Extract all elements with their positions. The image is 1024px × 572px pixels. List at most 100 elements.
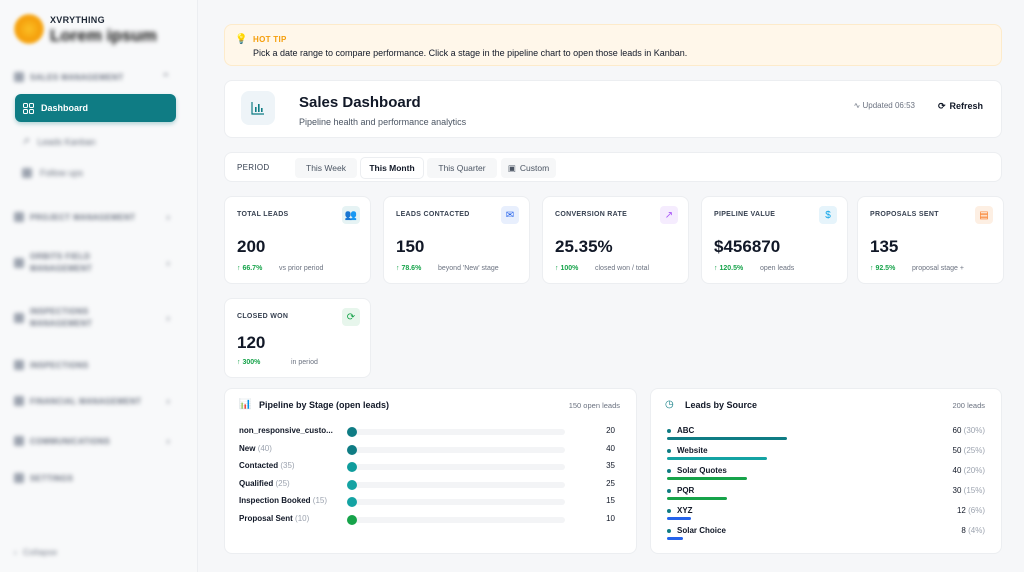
source-row[interactable]: ABC 60 (30%) bbox=[665, 425, 985, 445]
source-bar bbox=[667, 497, 727, 500]
activity-icon: ∿ bbox=[853, 101, 863, 110]
refresh-icon: ⟳ bbox=[937, 100, 946, 111]
hot-tip-banner: 💡 HOT TIP Pick a date range to compare p… bbox=[224, 24, 1002, 66]
mail-icon: ✉ bbox=[501, 206, 519, 224]
calendar-icon bbox=[22, 168, 32, 178]
check-icon bbox=[14, 360, 24, 370]
sidebar-section-inspections[interactable]: INSPECTIONS bbox=[14, 356, 170, 374]
sidebar-section-sales[interactable]: SALES MANAGEMENT ⌃ bbox=[14, 68, 170, 86]
source-value: 30 (15%) bbox=[952, 486, 985, 495]
stage-name: Qualified (25) bbox=[239, 478, 290, 488]
sidebar-item-dashboard[interactable]: Dashboard bbox=[15, 94, 176, 122]
kpi-value: 200 bbox=[237, 237, 266, 256]
source-bar bbox=[667, 457, 767, 460]
source-name: Solar Quotes bbox=[677, 466, 727, 475]
collapse-button[interactable]: ‹ Collapse bbox=[14, 547, 58, 557]
source-bar bbox=[667, 437, 787, 440]
source-name: Website bbox=[677, 446, 708, 455]
kpi-conversion-rate[interactable]: CONVERSION RATE ↗ 25.35% ↑ 100% closed w… bbox=[542, 196, 689, 284]
kpi-value: 135 bbox=[870, 237, 899, 256]
kpi-delta: ↑ 100% bbox=[555, 265, 579, 272]
stage-value: 35 bbox=[606, 461, 615, 470]
stage-dot bbox=[347, 497, 357, 507]
pipeline-stage-row[interactable]: Contacted (35) 35 bbox=[239, 460, 631, 474]
kpi-value: $456870 bbox=[714, 237, 781, 256]
source-bar bbox=[667, 477, 747, 480]
sidebar-section-orbits[interactable]: ORBITS FIELD MANAGEMENT › bbox=[14, 250, 170, 276]
kpi-closed-won[interactable]: CLOSED WON ⟳ 120 ↑ 300% in period bbox=[224, 298, 371, 378]
kpi-leads-contacted[interactable]: LEADS CONTACTED ✉ 150 ↑ 78.6% beyond 'Ne… bbox=[383, 196, 530, 284]
chevron-right-icon: › bbox=[166, 396, 170, 406]
source-row[interactable]: Solar Choice 8 (4%) bbox=[665, 525, 985, 545]
kpi-delta: ↑ 66.7% bbox=[237, 265, 263, 272]
source-bullet bbox=[667, 469, 671, 473]
tools-icon bbox=[14, 313, 24, 323]
source-value: 8 (4%) bbox=[961, 526, 985, 535]
chevron-right-icon: › bbox=[166, 436, 170, 446]
refresh-button[interactable]: ⟳ Refresh bbox=[937, 100, 983, 112]
sidebar-section-inspections-mgmt[interactable]: INSPECTIONS MANAGEMENT › bbox=[14, 305, 170, 331]
source-row[interactable]: XYZ 12 (6%) bbox=[665, 505, 985, 525]
period-custom[interactable]: ▣ Custom bbox=[501, 158, 556, 178]
kpi-total-leads[interactable]: TOTAL LEADS 👥 200 ↑ 66.7% vs prior perio… bbox=[224, 196, 371, 284]
sidebar: XVRYTHING Lorem ipsum SALES MANAGEMENT ⌃… bbox=[0, 0, 198, 572]
source-bullet bbox=[667, 489, 671, 493]
source-row[interactable]: Website 50 (25%) bbox=[665, 445, 985, 465]
kpi-label: PROPOSALS SENT bbox=[870, 211, 939, 218]
sidebar-item-follow-ups[interactable]: Follow ups bbox=[22, 168, 83, 178]
period-this-quarter[interactable]: This Quarter bbox=[427, 158, 497, 178]
stage-track bbox=[355, 464, 565, 470]
wallet-icon bbox=[14, 396, 24, 406]
stage-dot bbox=[347, 479, 357, 490]
trend-icon: ↗ bbox=[22, 136, 30, 146]
pipeline-stage-row[interactable]: Proposal Sent (10) 10 bbox=[239, 513, 631, 527]
period-this-week[interactable]: This Week bbox=[295, 158, 357, 178]
stage-name: New (40) bbox=[239, 443, 272, 453]
pipeline-stage-row[interactable]: New (40) 40 bbox=[239, 443, 631, 457]
stage-dot bbox=[347, 427, 357, 437]
kpi-proposals-sent[interactable]: PROPOSALS SENT ▤ 135 ↑ 92.5% proposal st… bbox=[857, 196, 1004, 284]
period-selector: PERIOD This Week This Month This Quarter… bbox=[224, 152, 1002, 182]
sidebar-section-settings[interactable]: SETTINGS bbox=[14, 469, 170, 487]
source-row[interactable]: Solar Quotes 40 (20%) bbox=[665, 465, 985, 485]
page-title: Sales Dashboard bbox=[299, 94, 421, 111]
users-icon: 👥 bbox=[342, 206, 360, 224]
source-value: 40 (20%) bbox=[952, 466, 985, 475]
stage-value: 10 bbox=[606, 513, 615, 523]
source-bullet bbox=[667, 529, 671, 533]
kpi-pipeline-value[interactable]: PIPELINE VALUE $ $456870 ↑ 120.5% open l… bbox=[701, 196, 848, 284]
tip-text: Pick a date range to compare performance… bbox=[253, 48, 688, 58]
stage-name: Contacted (35) bbox=[239, 461, 295, 470]
kpi-note: closed won / total bbox=[595, 265, 650, 272]
source-name: Solar Choice bbox=[677, 526, 726, 535]
bar-chart-icon bbox=[241, 91, 275, 125]
sidebar-item-leads-kanban[interactable]: ↗ Leads Kanban bbox=[22, 136, 96, 147]
sidebar-section-communications[interactable]: COMMUNICATIONS › bbox=[14, 432, 170, 450]
sidebar-section-project[interactable]: PROJECT MANAGEMENT › bbox=[14, 208, 170, 226]
source-row[interactable]: PQR 30 (15%) bbox=[665, 485, 985, 505]
source-bar bbox=[667, 537, 683, 540]
pipeline-stage-row[interactable]: Inspection Booked (15) 15 bbox=[239, 495, 631, 509]
stage-track bbox=[355, 446, 565, 453]
stage-name: Inspection Booked (15) bbox=[239, 496, 328, 505]
kpi-note: vs prior period bbox=[279, 265, 324, 272]
pipeline-stage-row[interactable]: non_responsive_custo... 20 bbox=[239, 425, 631, 439]
stage-track bbox=[355, 429, 565, 435]
page-subtitle: Pipeline health and performance analytic… bbox=[299, 117, 467, 127]
period-this-month[interactable]: This Month bbox=[361, 158, 423, 178]
source-name: ABC bbox=[677, 426, 695, 435]
kpi-delta: ↑ 92.5% bbox=[870, 265, 896, 272]
folder-icon bbox=[14, 212, 24, 222]
kpi-delta: ↑ 300% bbox=[237, 359, 261, 366]
source-name: XYZ bbox=[677, 506, 693, 515]
sidebar-section-financial[interactable]: FINANCIAL MANAGEMENT › bbox=[14, 392, 170, 410]
kpi-label: TOTAL LEADS bbox=[237, 211, 289, 218]
chevron-right-icon: › bbox=[166, 313, 170, 323]
source-bar bbox=[667, 517, 691, 520]
pipeline-stage-row[interactable]: Qualified (25) 25 bbox=[239, 478, 631, 492]
kpi-delta: ↑ 78.6% bbox=[396, 265, 422, 272]
sales-icon bbox=[14, 72, 24, 82]
stage-track bbox=[355, 481, 565, 488]
kpi-delta: ↑ 120.5% bbox=[714, 265, 744, 272]
kpi-note: in period bbox=[291, 359, 318, 366]
